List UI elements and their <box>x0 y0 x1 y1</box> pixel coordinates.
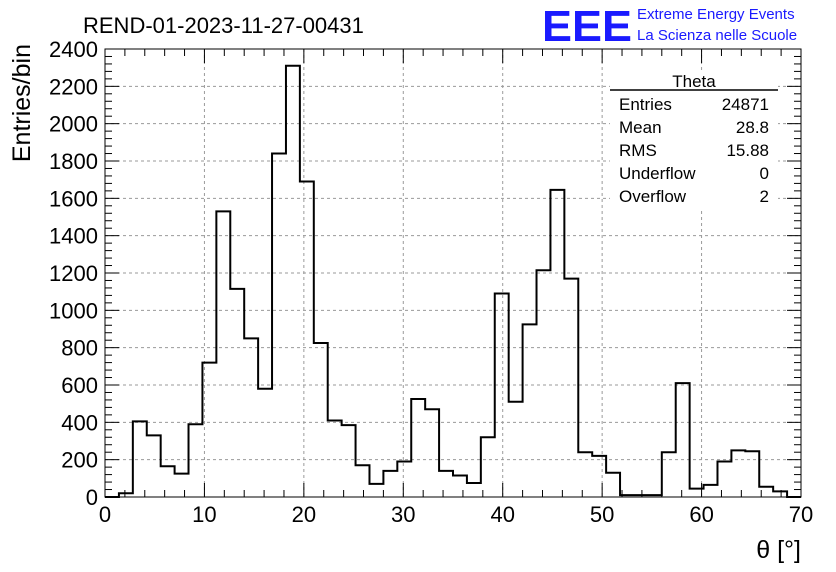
histogram-bin <box>439 471 453 497</box>
histogram-bin <box>773 491 787 497</box>
stats-label: Underflow <box>619 164 696 183</box>
histogram-bin <box>578 452 592 497</box>
stats-value: 0 <box>760 164 769 183</box>
stats-value: 24871 <box>722 95 769 114</box>
histogram-bin <box>175 474 189 497</box>
histogram-bin <box>745 451 759 497</box>
stats-label: Mean <box>619 118 662 137</box>
histogram-bin <box>662 452 676 497</box>
histogram-line <box>105 64 801 498</box>
stats-value: 28.8 <box>736 118 769 137</box>
histogram-bin <box>230 289 244 497</box>
histogram-bin <box>523 324 537 497</box>
eee-logo-mark: EEE <box>542 2 632 51</box>
histogram-bin <box>133 421 147 497</box>
y-tick-label: 1800 <box>49 149 98 174</box>
y-tick-label: 800 <box>61 336 98 361</box>
eee-logo-line1: Extreme Energy Events <box>637 6 795 23</box>
histogram-bin <box>286 66 300 497</box>
histogram-bin <box>509 402 523 497</box>
stats-value: 15.88 <box>726 141 769 160</box>
y-tick-label: 1200 <box>49 261 98 286</box>
histogram-bin <box>356 465 370 497</box>
y-tick-label: 2000 <box>49 112 98 137</box>
histogram-bin <box>550 190 564 497</box>
x-tick-label: 30 <box>391 502 415 527</box>
y-tick-label: 1600 <box>49 186 98 211</box>
y-tick-label: 2400 <box>49 37 98 62</box>
histogram-bin <box>537 270 551 497</box>
x-tick-label: 20 <box>292 502 316 527</box>
histogram-bin <box>119 493 133 497</box>
histogram-bin <box>606 473 620 497</box>
histogram-bin <box>453 476 467 497</box>
histogram-bin <box>216 211 230 497</box>
y-axis-label: Entries/bin <box>8 44 36 162</box>
histogram-bin <box>202 363 216 497</box>
stats-label: Entries <box>619 95 672 114</box>
y-tick-label: 200 <box>61 448 98 473</box>
histogram-bin <box>369 484 383 497</box>
y-tick-label: 400 <box>61 410 98 435</box>
histogram-bin <box>342 425 356 497</box>
histogram-bin <box>731 450 745 497</box>
x-tick-label: 60 <box>689 502 713 527</box>
histogram-bin <box>147 435 161 497</box>
histogram-bin <box>564 279 578 497</box>
histogram-bin <box>244 338 258 497</box>
stats-label: RMS <box>619 141 657 160</box>
x-tick-label: 10 <box>192 502 216 527</box>
x-tick-labels: 0 10 20 30 40 50 60 70 <box>99 502 813 527</box>
x-axis-label: θ [°] <box>756 536 801 564</box>
stats-value: 2 <box>760 187 769 206</box>
histogram-bin <box>272 154 286 497</box>
histogram-bin <box>717 462 731 497</box>
histogram-bin <box>300 182 314 497</box>
y-tick-label: 1400 <box>49 224 98 249</box>
histogram-bin <box>676 383 690 497</box>
histogram-bin <box>481 437 495 497</box>
histogram-bin <box>592 456 606 497</box>
y-tick-label: 1000 <box>49 298 98 323</box>
histogram-bin <box>383 471 397 497</box>
y-tick-labels: 0 200 400 600 800 1000 1200 1400 1600 1800 2000 220… <box>49 37 98 510</box>
eee-logo: EEE Extreme Energy Events La Scienza nel… <box>542 2 797 51</box>
histogram-bin <box>467 483 481 497</box>
x-tick-label: 70 <box>789 502 813 527</box>
x-tick-label: 50 <box>590 502 614 527</box>
histogram-bin <box>258 389 272 497</box>
y-tick-label: 0 <box>86 485 98 510</box>
histogram-bin <box>314 343 328 497</box>
x-tick-label: 0 <box>99 502 111 527</box>
stats-box: Theta Entries 24871 Mean 28.8 RMS 15.88 Underf… <box>610 70 778 210</box>
x-tick-label: 40 <box>490 502 514 527</box>
y-tick-label: 2200 <box>49 74 98 99</box>
stats-label: Overflow <box>619 187 687 206</box>
stats-title: Theta <box>672 72 716 91</box>
histogram-bin <box>328 420 342 497</box>
axis-ticks <box>104 48 802 498</box>
histogram-bin <box>425 409 439 497</box>
histogram-bin <box>495 294 509 497</box>
histogram-bin <box>397 462 411 497</box>
eee-logo-line2: La Scienza nelle Scuole <box>637 27 797 44</box>
histogram-bin <box>411 399 425 497</box>
chart-title: REND-01-2023-11-27-00431 <box>83 13 364 38</box>
histogram-bin <box>161 466 175 497</box>
histogram-bin <box>189 424 203 497</box>
y-tick-label: 600 <box>61 373 98 398</box>
histogram-bin <box>704 485 718 497</box>
